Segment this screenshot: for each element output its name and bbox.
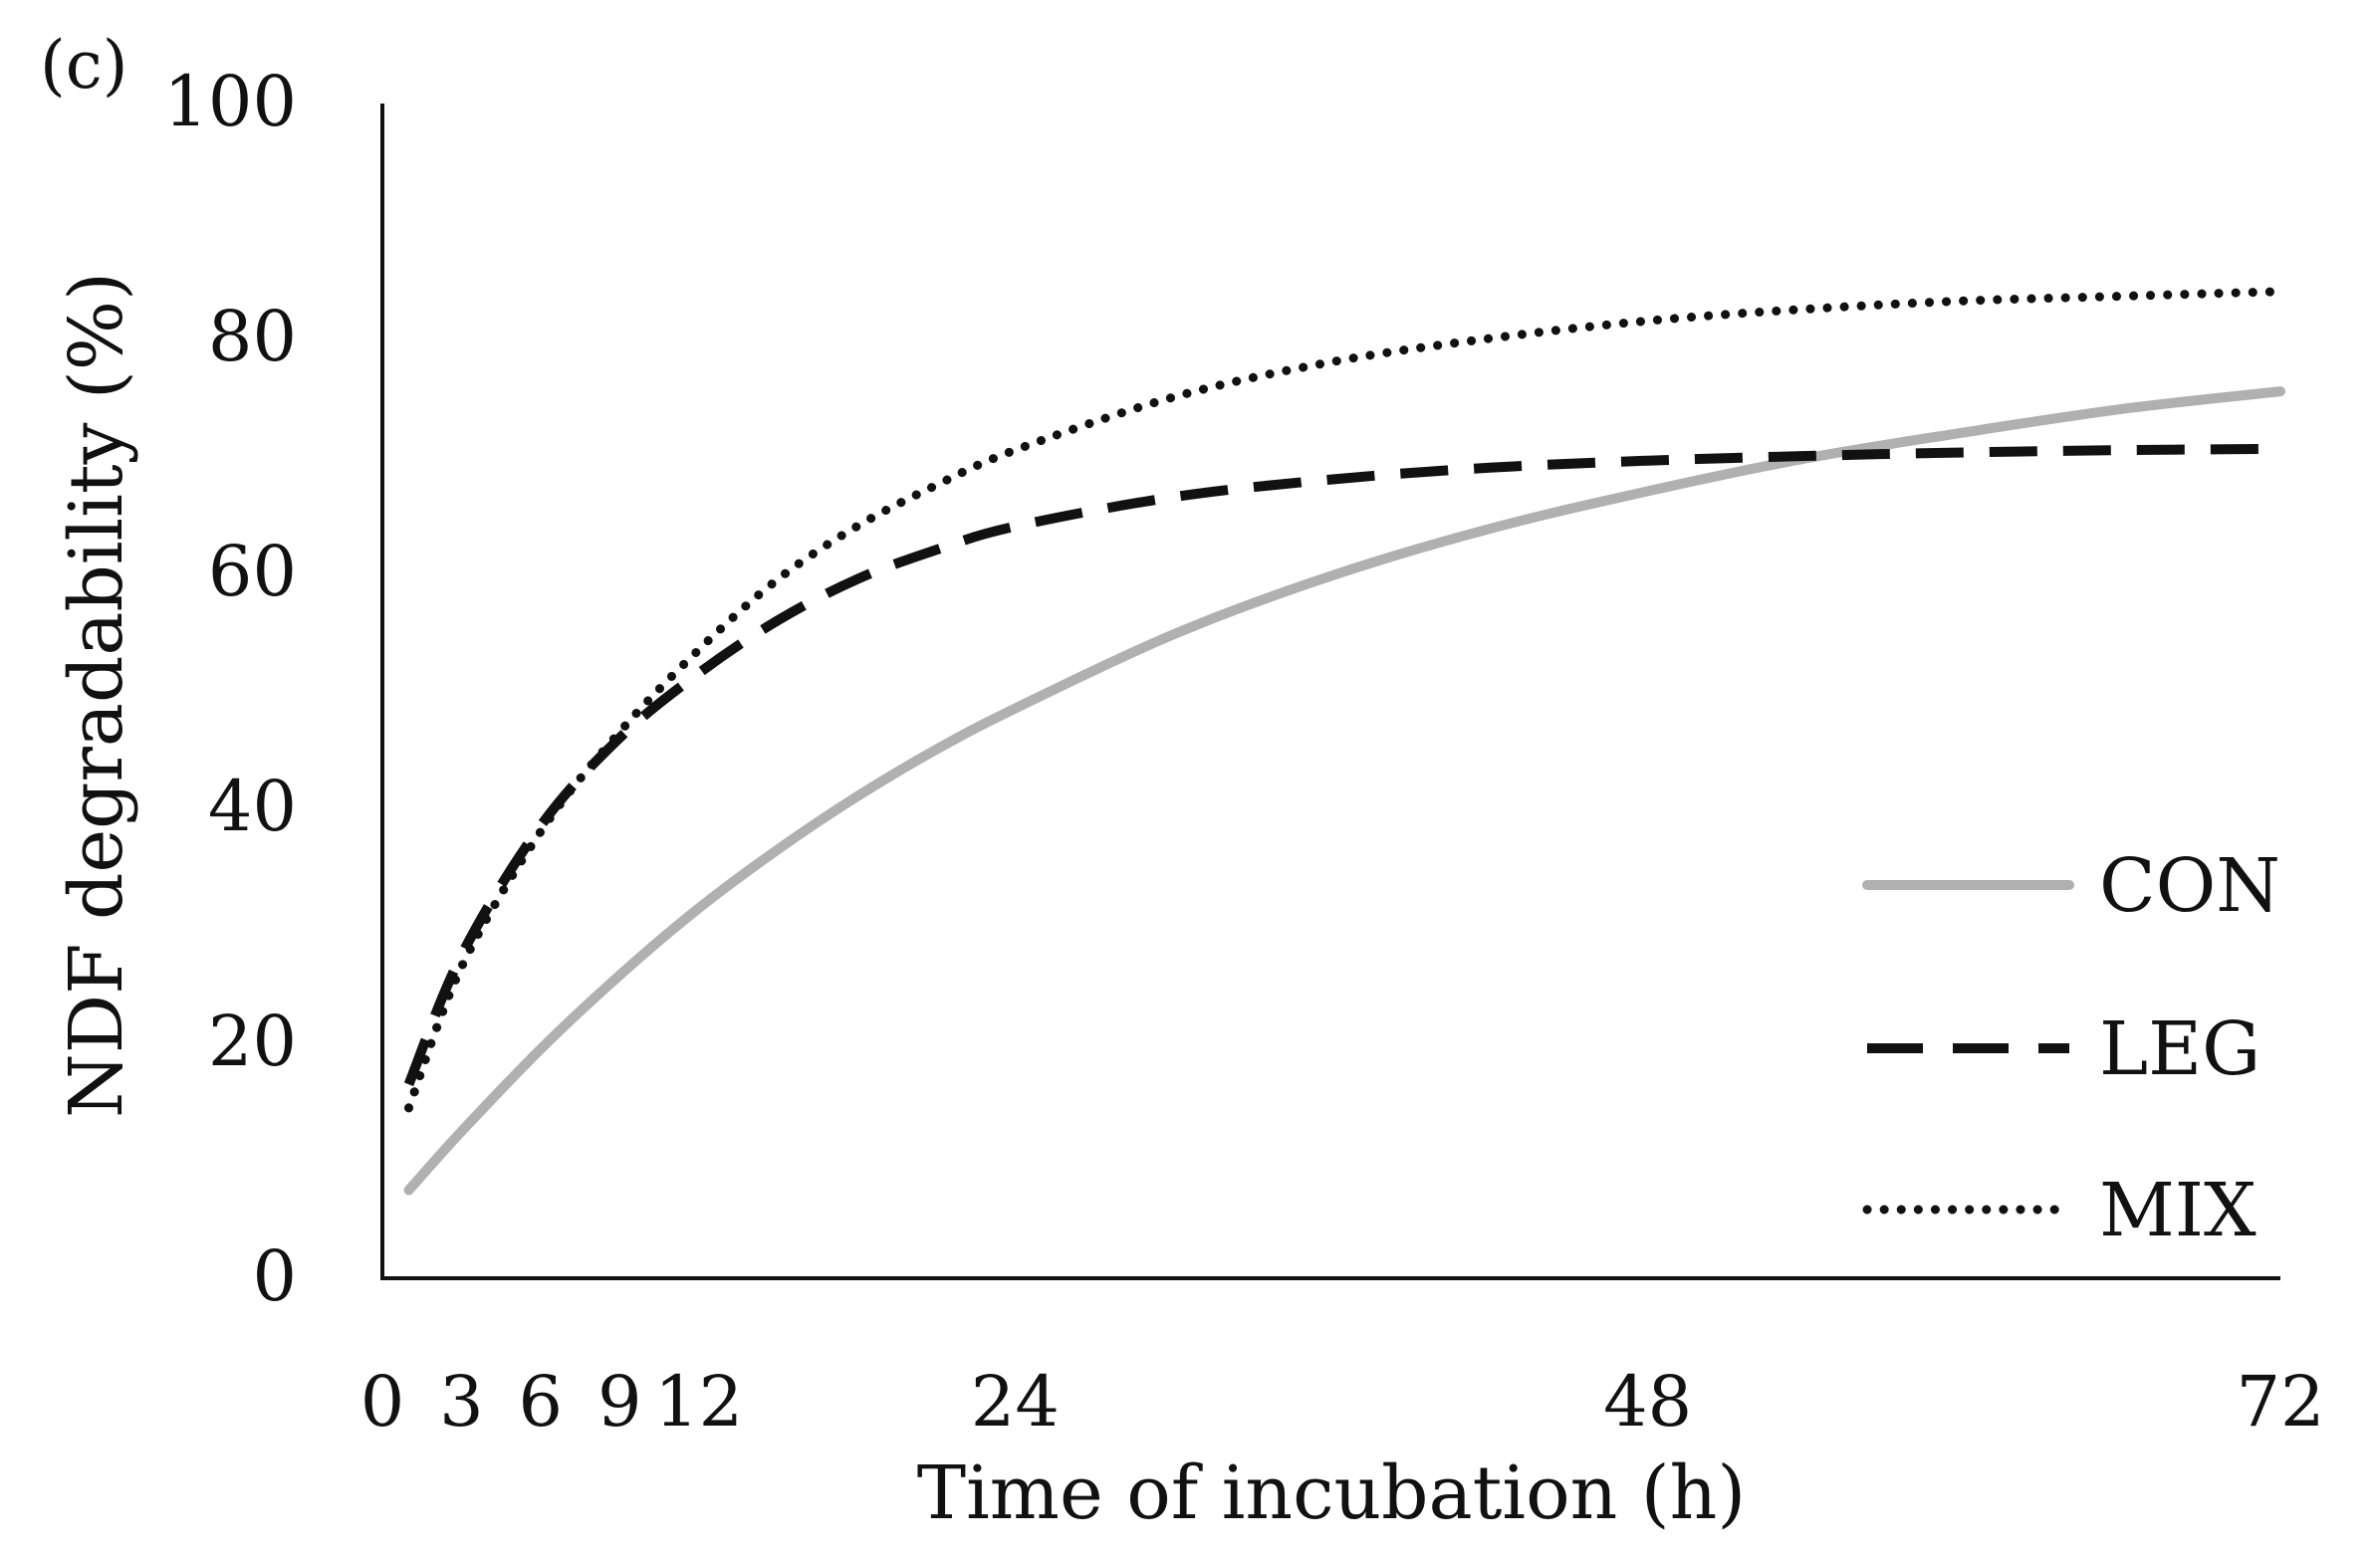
y-axis-title: NDF degradability (%) [54,272,139,1118]
legend: CON LEG MIX [1862,843,2280,1253]
x-tick-label: 3 [439,1361,484,1443]
legend-label-mix: MIX [2099,1168,2257,1253]
y-tick-label: 100 [163,61,297,142]
legend-label-leg: LEG [2099,1006,2261,1092]
y-tick-label: 80 [208,296,297,377]
x-tick-label: 72 [2236,1361,2324,1443]
x-axis-title: Time of incubation (h) [917,1450,1746,1536]
x-tick-label: 12 [654,1361,743,1443]
x-tick-labels: 0 3 6 9 12 24 48 72 [360,1361,2325,1443]
panel-label: (c) [40,27,127,104]
x-tick-label: 9 [597,1361,642,1443]
x-tick-label: 0 [360,1361,405,1443]
x-tick-label: 6 [519,1361,564,1443]
series-line-mix [404,287,2285,1113]
y-tick-labels: 0 20 40 60 80 100 [163,61,297,1317]
y-tick-label: 0 [252,1235,297,1317]
x-tick-label: 48 [1603,1361,1692,1443]
y-tick-label: 20 [208,1001,297,1082]
series-layer [403,287,2285,1196]
y-tick-label: 40 [208,766,297,847]
x-tick-label: 24 [971,1361,1060,1443]
series-line-leg [403,443,2281,1087]
series-line-con [403,386,2285,1196]
legend-label-con: CON [2099,843,2280,929]
y-tick-label: 60 [208,531,297,612]
